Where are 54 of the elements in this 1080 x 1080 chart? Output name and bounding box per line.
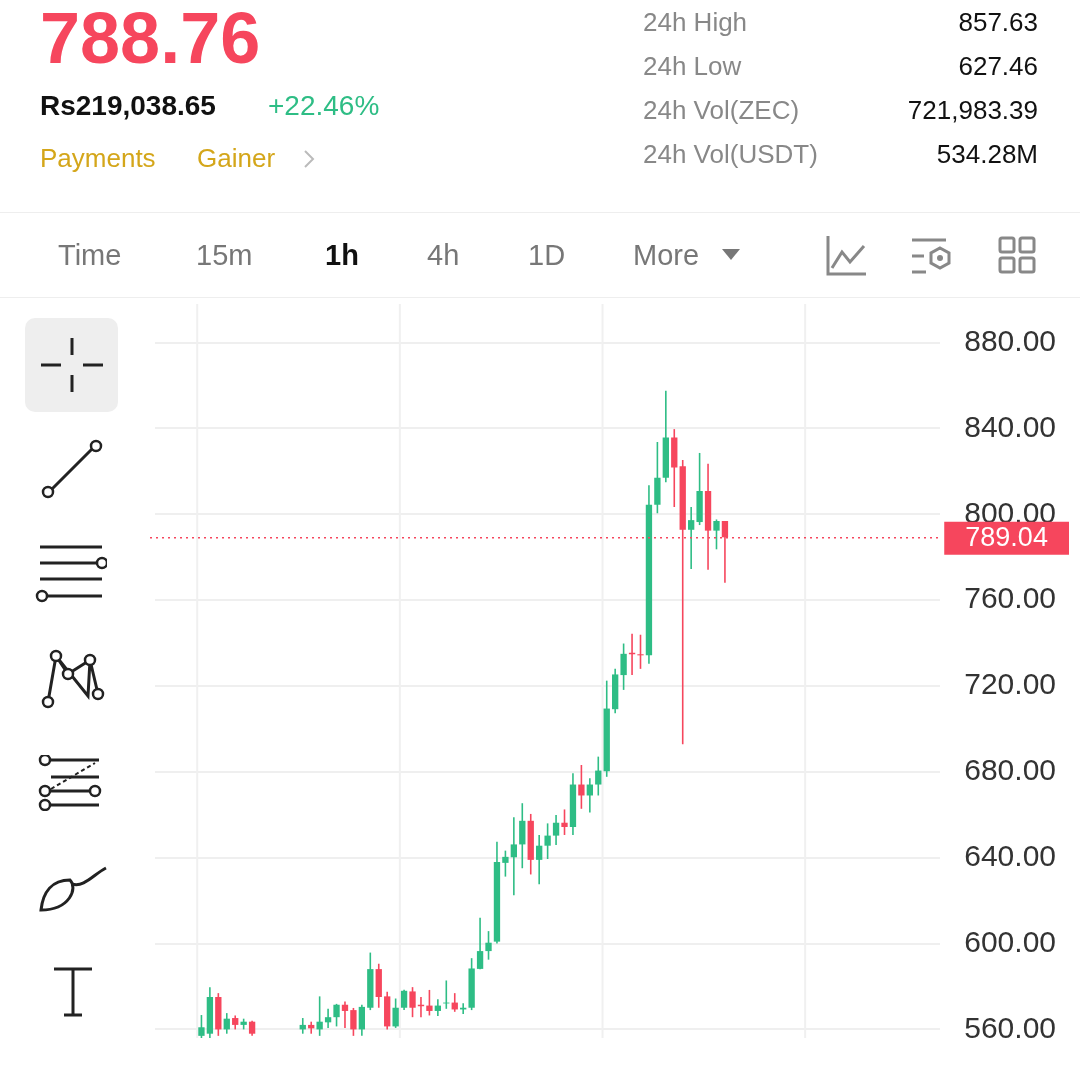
y-tick-label: 560.00	[964, 1010, 1057, 1044]
y-tick-label: 600.00	[964, 924, 1057, 958]
candlestick	[595, 755, 602, 797]
candlestick	[476, 917, 484, 971]
candlestick	[510, 816, 518, 897]
y-tick-label: 840.00	[964, 409, 1057, 443]
text: 24h Low	[643, 51, 742, 81]
candlestick	[561, 808, 568, 836]
candlestick	[324, 1008, 332, 1029]
y-tick-label: 680.00	[964, 753, 1057, 787]
text: 627.46	[958, 51, 1038, 81]
text: 24h High	[643, 7, 748, 37]
text: +22.46%	[268, 90, 380, 121]
candlestick	[350, 1007, 357, 1037]
candlestick	[578, 764, 585, 810]
text: More	[633, 239, 700, 271]
candlestick	[552, 814, 560, 846]
candlestick	[198, 1014, 205, 1039]
candlestick	[400, 988, 408, 1011]
candlestick	[519, 802, 526, 870]
candlestick	[426, 989, 433, 1017]
candlestick	[485, 930, 492, 961]
y-tick-label: 720.00	[964, 667, 1057, 701]
text: 24h Vol(ZEC)	[643, 95, 800, 125]
candlestick	[316, 995, 323, 1037]
text: 24h Vol(USDT)	[643, 139, 818, 169]
candlestick	[687, 506, 695, 570]
text: 4h	[427, 239, 460, 271]
candlestick	[341, 1000, 349, 1029]
text: 788.76	[40, 0, 261, 78]
text: Time	[58, 239, 122, 271]
candlestick	[502, 849, 509, 878]
text: Payments	[40, 143, 156, 173]
text: 534.28M	[936, 139, 1038, 169]
candlestick	[333, 1003, 340, 1028]
text: 721,983.39	[907, 95, 1038, 125]
candlestick	[713, 518, 720, 551]
ref-line-label: 789.04	[965, 522, 1048, 553]
y-tick-label: 880.00	[964, 323, 1057, 357]
text: 1h	[325, 239, 359, 271]
text: 15m	[196, 239, 253, 271]
candlestick	[637, 633, 644, 670]
text: 857.63	[958, 7, 1038, 37]
y-tick-label: 640.00	[964, 838, 1057, 872]
text: Gainer	[197, 143, 276, 173]
text: Rs219,038.65	[40, 90, 216, 121]
candlestick	[620, 642, 627, 691]
candlestick	[536, 834, 543, 886]
y-tick-label: 760.00	[964, 581, 1057, 615]
candlestick	[392, 997, 399, 1029]
candlestick	[409, 986, 416, 1018]
candlestick	[358, 1003, 366, 1037]
candlestick	[544, 822, 551, 860]
text: 1D	[528, 239, 566, 271]
